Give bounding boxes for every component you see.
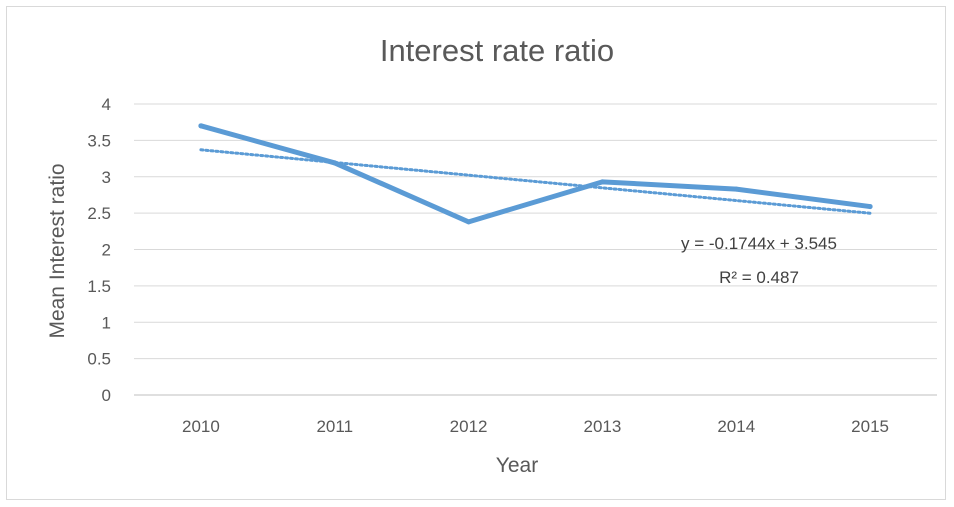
series-group (198, 123, 873, 225)
trendline-group (199, 148, 872, 215)
y-tick-label: 2 (102, 241, 111, 260)
y-tick-label: 1.5 (87, 277, 111, 296)
data-points (198, 123, 873, 225)
y-tick-label: 3.5 (87, 131, 111, 150)
x-tick-label: 2012 (450, 417, 488, 436)
x-tick-label: 2014 (717, 417, 755, 436)
x-tick-label: 2011 (316, 417, 353, 436)
x-axis-ticks: 2010 2011 2012 2013 2014 2015 (182, 417, 889, 436)
data-point (332, 160, 338, 166)
x-tick-label: 2013 (584, 417, 622, 436)
trendline-equation: y = -0.1744x + 3.545 (681, 234, 837, 253)
trendline-r-squared: R² = 0.487 (719, 268, 799, 287)
y-tick-label: 2.5 (87, 204, 111, 223)
data-point (466, 219, 472, 225)
y-tick-label: 0.5 (87, 350, 111, 369)
data-point (198, 123, 204, 129)
y-tick-label: 4 (102, 95, 111, 114)
x-tick-label: 2010 (182, 417, 220, 436)
y-axis-label: Mean Interest ratio (46, 163, 69, 338)
x-tick-label: 2015 (851, 417, 889, 436)
data-point (867, 204, 873, 210)
data-point (599, 179, 605, 185)
series-line (198, 123, 873, 225)
x-axis-label: Year (496, 454, 538, 477)
y-tick-label: 1 (102, 313, 111, 332)
y-tick-label: 3 (102, 168, 111, 187)
data-point (733, 186, 739, 192)
y-axis-ticks: 0 0.5 1 1.5 2 2.5 3 3.5 4 (87, 95, 111, 405)
trendline (199, 148, 872, 215)
gridlines (134, 103, 937, 396)
chart-title: Interest rate ratio (380, 33, 614, 68)
chart-frame (6, 6, 946, 500)
y-tick-label: 0 (102, 386, 111, 405)
